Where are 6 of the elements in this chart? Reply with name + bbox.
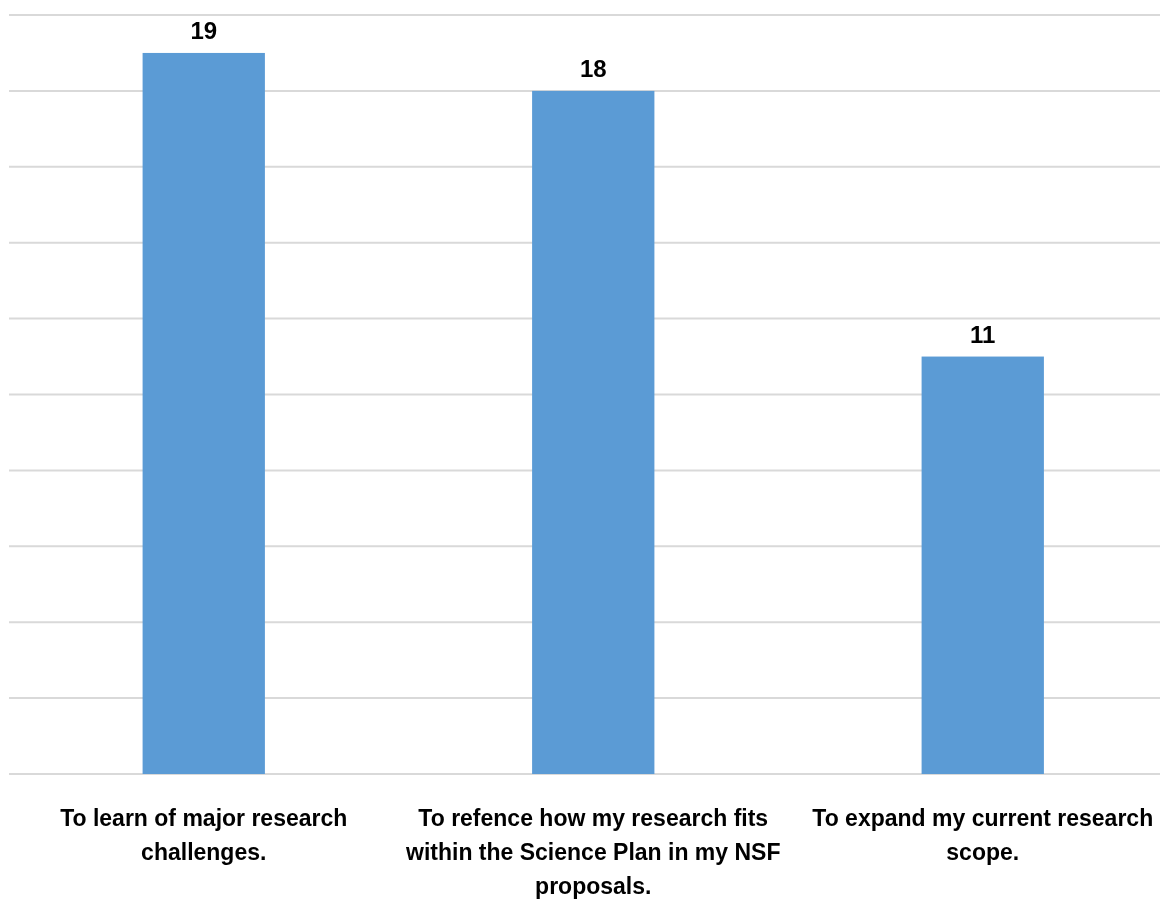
x-tick-label: To expand my current research scope. bbox=[812, 805, 1154, 865]
x-tick-label: To refence how my research fits within the Science Plan in my NSF proposals. bbox=[405, 805, 781, 899]
data-label: 19 bbox=[190, 16, 218, 44]
data-label: 18 bbox=[579, 54, 607, 82]
x-tick-label: To learn of major research challenges. bbox=[60, 805, 348, 865]
data-label: 11 bbox=[970, 320, 996, 348]
